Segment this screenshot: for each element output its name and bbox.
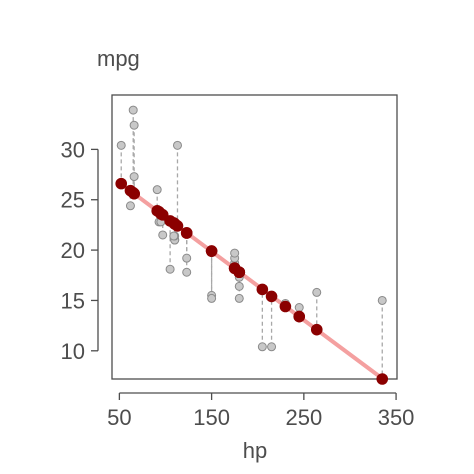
- x-tick-label: 350: [378, 405, 415, 430]
- x-axis: 50 150 250 350: [107, 392, 415, 430]
- fitted-points: [115, 177, 389, 385]
- fitted-point: [205, 245, 218, 257]
- fitted-point: [128, 187, 140, 200]
- y-axis-title: mpg: [97, 46, 140, 71]
- observed-point: [158, 230, 168, 240]
- observed-point: [128, 105, 138, 115]
- fitted-point: [376, 373, 389, 385]
- fitted-point: [180, 227, 193, 239]
- observed-point: [312, 287, 322, 297]
- x-tick-label: 50: [107, 405, 131, 430]
- residual-lines: [120, 110, 383, 379]
- observed-point: [207, 293, 217, 303]
- fitted-point: [293, 310, 306, 323]
- fitted-point: [228, 262, 241, 275]
- observed-point: [125, 201, 135, 211]
- observed-point: [267, 342, 277, 352]
- fitted-point: [151, 205, 163, 217]
- observed-point: [257, 342, 267, 352]
- fitted-point: [310, 323, 323, 336]
- observed-point: [129, 120, 139, 130]
- y-axis: 10 15 20 25 30: [61, 137, 99, 364]
- y-tick-label: 30: [61, 137, 85, 162]
- observed-point: [169, 231, 179, 241]
- observed-point: [234, 293, 244, 303]
- y-tick-label: 25: [61, 188, 85, 213]
- observed-points: [116, 105, 387, 352]
- y-tick-label: 15: [61, 288, 85, 313]
- y-tick-label: 10: [61, 339, 85, 364]
- observed-point: [234, 281, 244, 291]
- x-axis-title: hp: [243, 438, 267, 463]
- observed-point: [129, 172, 139, 182]
- observed-point: [116, 140, 126, 150]
- fitted-point: [167, 217, 180, 229]
- fitted-point: [265, 290, 278, 303]
- observed-point: [152, 185, 162, 195]
- observed-point: [230, 248, 240, 258]
- observed-point: [182, 267, 192, 277]
- observed-point: [182, 253, 192, 263]
- observed-point: [165, 264, 175, 274]
- y-tick-label: 20: [61, 238, 85, 263]
- fitted-point: [256, 283, 269, 296]
- x-tick-label: 150: [193, 405, 230, 430]
- x-tick-label: 250: [285, 405, 322, 430]
- observed-point: [377, 295, 387, 305]
- fitted-point: [279, 300, 292, 313]
- fitted-point: [115, 177, 128, 190]
- observed-point: [294, 302, 304, 312]
- observed-point: [172, 140, 182, 150]
- plot-frame: [111, 94, 398, 380]
